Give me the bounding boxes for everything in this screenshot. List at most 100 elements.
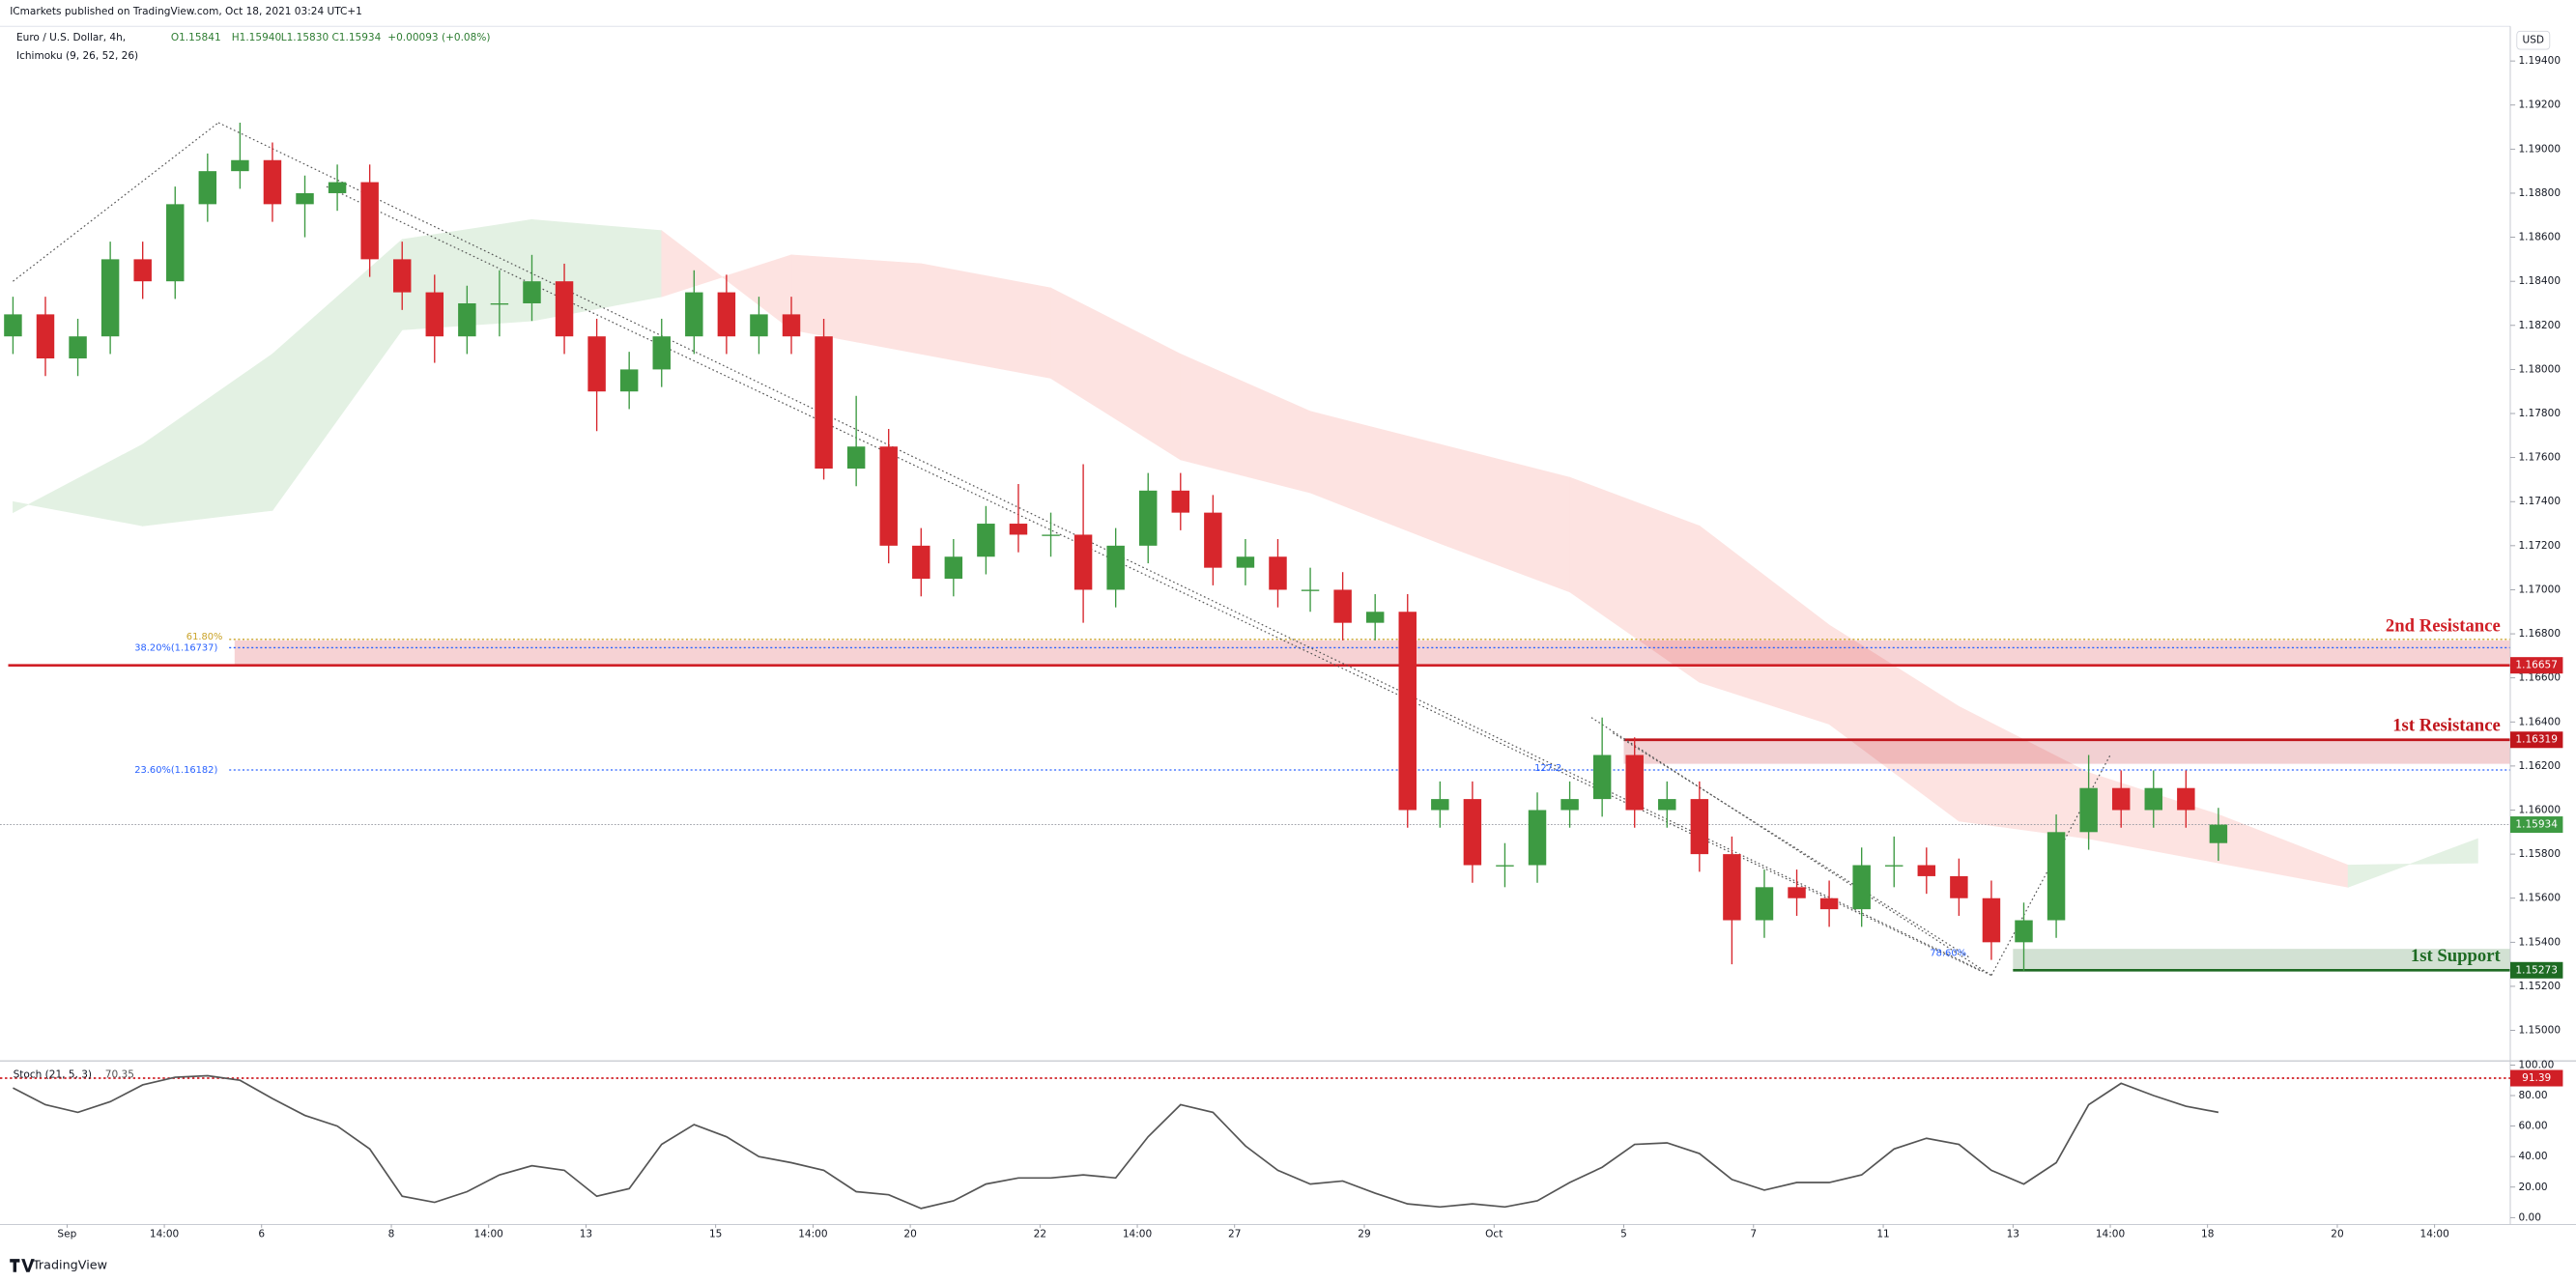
stoch-tick-label: 40.00	[2518, 1151, 2547, 1162]
candle-body	[652, 336, 671, 370]
candle-body	[1690, 799, 1709, 855]
level-price-label: 1.15273	[2515, 964, 2558, 976]
candle-body	[296, 192, 314, 205]
currency[interactable]: USD	[2523, 35, 2545, 46]
stoch-tick-label: 80.00	[2518, 1090, 2547, 1101]
candle-body	[977, 524, 995, 557]
x-tick-label: 7	[1750, 1229, 1757, 1240]
y-tick-label: 1.19400	[2518, 55, 2561, 67]
candle-body	[1819, 897, 1839, 910]
brand-icon[interactable]	[10, 1259, 35, 1272]
candle-body	[1333, 589, 1352, 623]
candle-body	[1301, 589, 1320, 591]
price-tags-layer: 1.16657 1.16319 1.15273 1.15934 91.39	[2509, 657, 2563, 1087]
publisher: ICmarkets published on TradingView.com, …	[10, 6, 362, 17]
candle-body	[1236, 556, 1255, 568]
candle-body	[2111, 787, 2131, 811]
brand[interactable]: TradingView	[32, 1258, 107, 1272]
candle-body	[1755, 887, 1774, 921]
fib-label: 61.80%	[186, 632, 223, 642]
candle-body	[1723, 854, 1741, 921]
candle-body	[2177, 787, 2195, 811]
candle-body	[523, 281, 541, 303]
brand-logo[interactable]	[10, 1259, 35, 1272]
x-tick-label: 14:00	[2419, 1229, 2448, 1240]
candle-body	[166, 204, 185, 282]
candle-body	[1138, 490, 1158, 546]
candles-layer	[4, 122, 2228, 971]
candle-body	[100, 259, 120, 337]
x-tick-label: Oct	[1485, 1229, 1503, 1240]
stoch-last: 70.35	[105, 1069, 134, 1081]
candle-body	[1269, 556, 1287, 590]
candle-body	[458, 302, 476, 337]
candle-body	[2209, 824, 2228, 843]
candle-body	[1917, 865, 1936, 876]
zones-layer	[234, 640, 2510, 971]
x-tick-label: Sep	[57, 1229, 76, 1240]
candle-body	[1106, 545, 1125, 590]
candle-body	[1431, 799, 1449, 811]
x-tick-label: 14:00	[474, 1229, 503, 1240]
candle-body	[69, 336, 87, 358]
candle-body	[1171, 490, 1190, 513]
symbol-title: Euro / U.S. Dollar, 4h,	[16, 32, 126, 43]
y-tick-label: 1.18600	[2518, 232, 2561, 243]
candle-body	[1852, 865, 1871, 910]
stoch-name: Stoch (21, 5, 3)	[14, 1069, 92, 1081]
candle-body	[815, 336, 833, 470]
candle-body	[2046, 832, 2066, 921]
fib-label: 38.20%(1.16737)	[134, 642, 217, 653]
y-tick-label: 1.17400	[2518, 496, 2561, 507]
x-tick-label: 29	[1358, 1229, 1370, 1240]
x-tick-label: 14:00	[1123, 1229, 1152, 1240]
candle-body	[912, 545, 930, 580]
candle-body	[328, 182, 347, 193]
currency-box[interactable]	[2516, 30, 2551, 50]
y-tick-label: 1.15200	[2518, 981, 2561, 992]
candle-body	[782, 314, 801, 337]
candle-body	[4, 314, 22, 337]
ohlc-change: +0.00093 (+0.08%)	[387, 32, 490, 43]
x-tick-label: 13	[580, 1229, 592, 1240]
candle-body	[133, 259, 152, 282]
stoch-level-tag	[2509, 1069, 2563, 1087]
labels-layer: 2nd Resistance 1st Resistance 1st Support 3…	[134, 616, 2501, 966]
stoch-tick-label: 0.00	[2518, 1211, 2540, 1223]
stoch-level-label: 91.39	[2522, 1072, 2551, 1084]
candle-body	[944, 556, 963, 580]
candle-body	[2079, 787, 2098, 833]
y-tick-label: 1.15600	[2518, 893, 2561, 904]
y-tick-label: 1.18200	[2518, 320, 2561, 331]
x-tick-label: 20	[2331, 1229, 2343, 1240]
candle-body	[1625, 755, 1644, 811]
level-price-label: 1.16319	[2515, 734, 2558, 746]
x-tick-label: 14:00	[798, 1229, 827, 1240]
y-tick-label: 1.15000	[2518, 1025, 2561, 1037]
last-price-tag	[2509, 816, 2563, 834]
ohlc-open: O1.15841	[171, 32, 221, 43]
trendline	[217, 122, 1992, 977]
candle-body	[36, 314, 55, 358]
cloud-segment	[2347, 838, 2478, 888]
candle-body	[1528, 810, 1547, 866]
ohlc-low: L1.15830	[281, 32, 329, 43]
axis-layer: 1.15000 1.15200 1.15400 1.15600 1.15800 1.160…	[57, 55, 2561, 1240]
annotation: 78.60%	[1930, 949, 1966, 959]
fib-label: 23.60%(1.16182)	[134, 765, 217, 776]
x-tick-label: 15	[709, 1229, 722, 1240]
candle-body	[1788, 887, 1806, 898]
y-tick-label: 1.15800	[2518, 848, 2561, 860]
candle-body	[1009, 524, 1028, 535]
stoch-line	[13, 1074, 2219, 1210]
candle-body	[685, 292, 703, 337]
x-tick-label: 13	[2007, 1229, 2019, 1240]
level-label: 1st Support	[2411, 946, 2502, 966]
candle-body	[879, 446, 898, 546]
ohlc-high: H1.15940	[232, 32, 281, 43]
x-tick-label: 27	[1228, 1229, 1241, 1240]
candle-body	[1950, 875, 1968, 898]
